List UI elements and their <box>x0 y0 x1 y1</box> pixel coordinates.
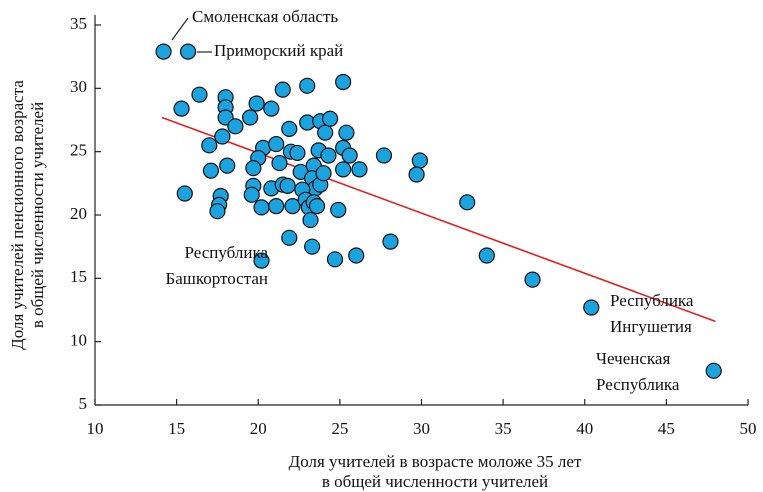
annotation: Ингушетия <box>610 317 692 336</box>
point <box>320 147 337 164</box>
point <box>326 251 344 268</box>
point <box>279 177 296 194</box>
x-tick-label: 25 <box>331 419 348 438</box>
point <box>408 166 425 183</box>
x-tick-label: 45 <box>658 419 675 438</box>
point <box>583 299 600 316</box>
point <box>330 201 347 219</box>
point <box>338 124 355 141</box>
point <box>253 252 270 269</box>
point <box>176 185 193 202</box>
point <box>214 128 231 145</box>
point <box>289 144 306 162</box>
y-tick-label: 5 <box>79 394 88 413</box>
y-tick-label: 10 <box>70 331 87 350</box>
x-tick-label: 35 <box>495 419 512 438</box>
y-tick-label: 15 <box>70 267 87 286</box>
y-tick-label: 20 <box>70 204 87 223</box>
point <box>281 120 298 137</box>
point <box>382 233 399 250</box>
point <box>304 238 321 255</box>
leader-line <box>171 17 189 41</box>
x-tick-label: 50 <box>740 419 757 438</box>
point <box>241 109 259 126</box>
annotation: Приморский край <box>214 41 343 60</box>
point <box>243 186 260 203</box>
point <box>351 161 368 178</box>
point <box>263 100 280 117</box>
point <box>271 154 288 172</box>
y-tick-label: 25 <box>70 141 87 160</box>
point <box>268 198 285 215</box>
x-tick-label: 40 <box>576 419 593 438</box>
point <box>155 43 172 60</box>
point <box>248 95 265 112</box>
y-tick-label: 35 <box>70 14 87 33</box>
point <box>281 229 298 246</box>
point <box>274 81 291 98</box>
x-axis-label: Доля учителей в возрасте моложе 35 лет <box>289 452 582 471</box>
point <box>308 198 326 215</box>
point <box>245 160 262 177</box>
point <box>227 118 244 135</box>
point <box>478 247 495 264</box>
point <box>201 137 218 154</box>
x-tick-label: 30 <box>413 419 430 438</box>
point <box>302 211 319 229</box>
point <box>284 198 301 215</box>
point <box>459 194 476 211</box>
annotation: Республика <box>185 243 269 262</box>
x-tick-label: 15 <box>168 419 185 438</box>
point <box>268 135 285 153</box>
point <box>209 203 226 220</box>
point <box>335 73 352 91</box>
point <box>335 161 352 178</box>
point <box>524 271 541 288</box>
annotation: Смоленская область <box>192 7 338 26</box>
annotation: Чеченская <box>596 349 670 368</box>
point <box>348 247 365 264</box>
point <box>299 77 316 94</box>
point <box>202 162 220 179</box>
y-tick-label: 30 <box>70 77 87 96</box>
point <box>253 199 270 216</box>
annotation: Башкортостан <box>165 269 268 288</box>
annotation: Республика <box>610 291 694 310</box>
point <box>173 100 190 117</box>
x-tick-label: 10 <box>87 419 104 438</box>
point <box>219 157 236 174</box>
point <box>375 147 393 164</box>
annotation: Республика <box>596 375 680 394</box>
point <box>179 43 197 60</box>
y-axis-label: Доля учителей пенсионного возраста <box>8 80 27 350</box>
x-tick-label: 20 <box>250 419 267 438</box>
x-axis-label: в общей численности учителей <box>322 472 548 491</box>
point <box>411 152 428 169</box>
point <box>705 362 722 379</box>
point <box>341 147 358 164</box>
point <box>191 86 208 103</box>
y-axis-label: в общей численности учителей <box>28 102 47 328</box>
point <box>317 124 334 141</box>
point <box>321 110 339 127</box>
point <box>315 165 332 182</box>
